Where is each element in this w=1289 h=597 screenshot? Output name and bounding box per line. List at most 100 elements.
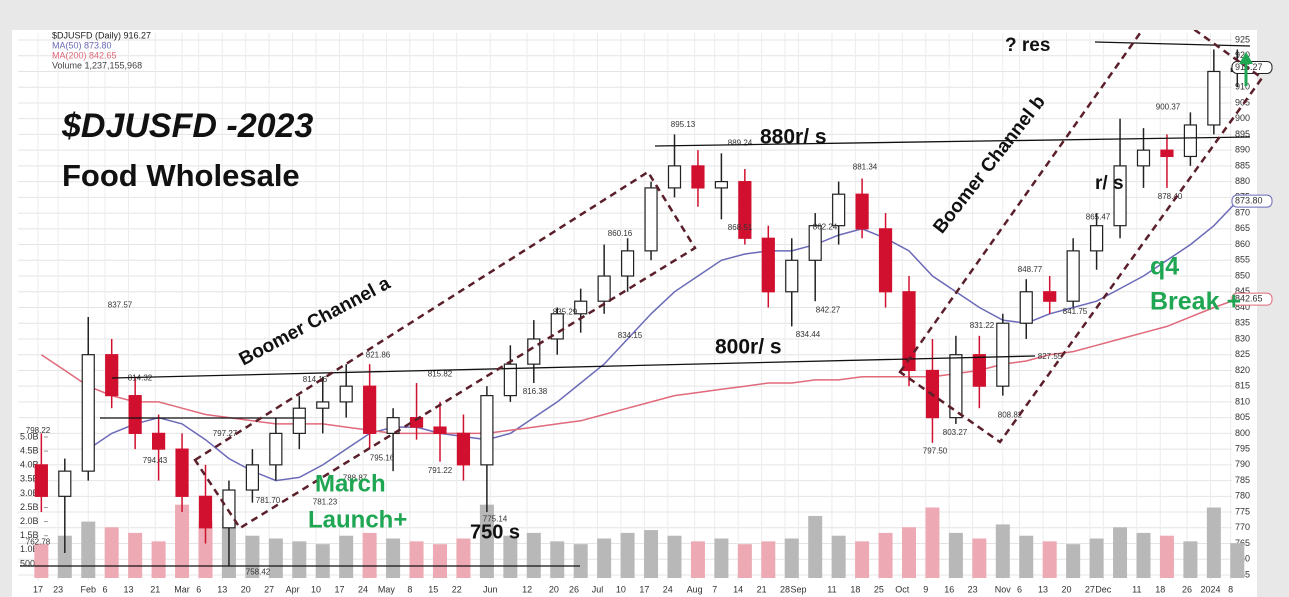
candle-body [1183,124,1198,158]
candle-body [128,395,142,434]
x-tick-label: 24 [358,584,368,594]
candle-body [972,354,986,387]
candle-body [222,489,236,529]
x-tick-label: 21 [150,584,160,594]
candle-body [245,464,259,491]
y-tick-label: 895 [1235,129,1250,139]
volume-bar [81,521,96,578]
volume-bar [855,541,870,578]
trend-line [654,136,1251,147]
price-label: 837.57 [108,300,133,309]
volume-bar [1159,535,1174,578]
volume-bar [995,524,1010,578]
volume-bar [503,535,518,578]
price-label: 781.70 [256,496,281,505]
candle-body [409,417,424,428]
volume-bar [784,538,799,578]
annotation: Launch+ [308,506,407,533]
label-layer: 837.57814.32798.22794.43762.78797.27781.… [26,60,1273,576]
volume-bar [1183,541,1198,578]
x-tick-label: Nov [995,584,1012,594]
y-tick-label: 770 [1235,522,1250,532]
y-tick-label: 910 [1235,82,1250,92]
last-tag [1231,292,1273,306]
x-tick-label: 7 [712,584,717,594]
x-tick-label: May [378,584,396,594]
candle-body [738,181,752,239]
y-tick-label: 800 [1235,428,1250,438]
price-label: 781.23 [313,498,338,507]
x-tick-label: 11 [1132,584,1141,594]
price-label: 834.44 [796,330,821,339]
candle-body [292,407,306,434]
volume-bar [972,538,987,578]
x-tick-label: 28 [780,584,790,594]
x-tick-label: 8 [1228,584,1233,594]
candle-body [198,495,213,529]
y-tick-label: 835 [1235,318,1250,328]
x-tick-label: 20 [1061,584,1071,594]
x-tick-label: 2024 [1200,584,1220,594]
chart-title: $DJUSFD -2023 [61,107,313,145]
x-tick-label: 17 [639,584,649,594]
price-label: 798.22 [26,426,51,435]
candle-body [597,275,611,302]
y-tick-label: 890 [1235,145,1250,155]
candle-body [316,401,330,409]
x-tick-label: Jun [483,584,498,594]
annotation: r/ s [1095,173,1124,194]
v-tick-label: 2.5B [20,502,39,512]
volume-bar [128,532,143,578]
candle-body [1043,291,1057,302]
price-label: 814.16 [303,375,328,384]
volume-bar [386,538,401,578]
price-label: 803.27 [943,428,968,437]
candle-body [550,313,564,340]
candle-body [878,228,893,293]
candle-body [105,354,119,397]
candle-body [574,300,588,315]
volume-bar [878,532,893,578]
candle-body [620,250,635,277]
candle-body [832,193,846,227]
volume-bar [902,527,916,578]
volume-bar [714,538,729,578]
candle-body [714,181,729,189]
x-tick-label: 6 [196,584,201,594]
volume-bar [245,535,260,578]
price-label: 758.42 [246,567,271,576]
price-label: 821.86 [366,351,391,360]
candle-body [691,165,705,189]
x-tick-label: 27 [1085,584,1095,594]
price-label: 881.34 [853,163,878,172]
volume-bar [597,538,612,578]
volume-bar [1019,535,1034,578]
x-tick-label: 13 [123,584,133,594]
volume-bar [1136,532,1151,578]
x-tick-label: Jul [592,584,604,594]
legend-item: Volume 1,237,155,968 [52,60,142,70]
volume-layer [34,504,1245,578]
candle-body [269,432,283,466]
price-label: 889.24 [728,139,753,148]
v-tick-label: 4.0B [20,460,39,470]
volume-bar [948,532,963,578]
price-label: 834.15 [618,331,643,340]
candle-body [1207,70,1221,126]
y-tick-label: 840 [1235,302,1250,312]
volume-bar [1113,527,1128,578]
y-tick-label: 825 [1235,349,1250,359]
price-label: 900.37 [1156,103,1181,112]
y-tick-label: 920 [1235,50,1250,60]
y-tick-label: 815 [1235,381,1250,391]
price-label: 860.16 [608,229,633,238]
volume-bar [268,538,283,578]
candle-body [1019,291,1033,324]
x-tick-label: 17 [334,584,344,594]
volume-bar [479,504,494,578]
x-tick-label: 6 [1017,584,1022,594]
x-tick-label: 13 [1038,584,1048,594]
price-label: 842.27 [816,305,841,314]
y-tick-label: 870 [1235,207,1250,217]
